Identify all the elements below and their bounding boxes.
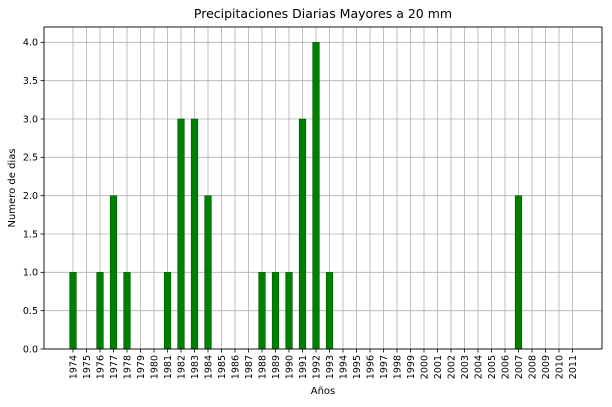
x-tick-label: 1996 — [366, 355, 377, 379]
y-tick-label: 1.5 — [23, 229, 38, 240]
x-tick-label: 1981 — [163, 355, 174, 379]
y-tick-label: 3.5 — [23, 76, 38, 87]
bar-1990 — [285, 272, 293, 350]
bar-1974 — [69, 272, 77, 350]
x-tick-label: 2011 — [568, 355, 579, 379]
x-tick-labels: 1974 1975 1976 1977 1978 1979 1980 1981 1982 1983… — [69, 355, 580, 379]
x-tick-label: 1975 — [82, 355, 93, 379]
y-tick-label: 1.0 — [23, 268, 38, 279]
x-tick-label: 1978 — [123, 355, 134, 379]
x-tick-label: 1977 — [109, 355, 120, 379]
x-tick-label: 1997 — [379, 355, 390, 379]
bar-1977 — [109, 195, 118, 350]
x-tick-label: 2002 — [447, 355, 458, 379]
x-tick-label: 1993 — [325, 355, 336, 379]
x-tick-label: 1986 — [231, 355, 242, 379]
x-tick-label: 1990 — [285, 355, 296, 379]
x-tick-label: 1974 — [69, 355, 80, 379]
x-tick-label: 1995 — [352, 355, 363, 379]
y-tick-label: 0.5 — [23, 306, 38, 317]
y-tick-labels: 0.0 0.5 1.0 1.5 2.0 2.5 3.0 3.5 4.0 — [23, 38, 38, 356]
x-tick-label: 2010 — [555, 355, 566, 379]
x-tick-label: 2007 — [514, 355, 525, 379]
bar-1978 — [123, 272, 131, 350]
x-tick-label: 1991 — [298, 355, 309, 379]
bar-1992 — [312, 42, 320, 350]
y-tick-label: 2.0 — [23, 191, 38, 202]
x-tick-label: 2003 — [460, 355, 471, 379]
x-tick-label: 1979 — [136, 355, 147, 379]
bar-1982 — [177, 118, 185, 350]
bar-1989 — [271, 272, 280, 350]
bar-1981 — [163, 272, 172, 350]
x-tick-label: 2001 — [433, 355, 444, 379]
bar-2007 — [514, 195, 523, 350]
x-tick-label: 2000 — [420, 355, 431, 379]
x-tick-label: 2006 — [501, 355, 512, 379]
x-tick-label: 1982 — [177, 355, 188, 379]
x-tick-label: 1976 — [96, 355, 107, 379]
x-axis-label: Años — [311, 386, 336, 397]
y-tick-label: 0.0 — [23, 344, 38, 355]
x-tick-label: 1998 — [393, 355, 404, 379]
y-tick-label: 2.5 — [23, 153, 38, 164]
x-tick-label: 2004 — [474, 355, 485, 379]
x-tick-label: 1984 — [204, 355, 215, 379]
x-tick-label: 1994 — [339, 355, 350, 379]
bar-1976 — [96, 272, 104, 350]
axes-frame — [40, 26, 603, 353]
x-tick-label: 2008 — [528, 355, 539, 379]
bar-1984 — [204, 195, 212, 350]
y-tick-label: 3.0 — [23, 114, 38, 125]
x-tick-label: 2009 — [541, 355, 552, 379]
y-axis-label: Numero de dias — [7, 148, 18, 227]
x-tick-label: 1988 — [258, 355, 269, 379]
x-tick-label: 1987 — [244, 355, 255, 379]
x-tick-label: 1980 — [150, 355, 161, 379]
y-tick-label: 4.0 — [23, 38, 38, 49]
x-tick-label: 1989 — [271, 355, 282, 379]
bar-1991 — [298, 118, 307, 350]
x-tick-label: 1999 — [406, 355, 417, 379]
x-tick-label: 1985 — [217, 355, 228, 379]
x-tick-label: 1983 — [190, 355, 201, 379]
bar-1983 — [190, 118, 199, 350]
chart-title: Precipitaciones Diarias Mayores a 20 mm — [194, 6, 452, 21]
x-tick-label: 1992 — [312, 355, 323, 379]
plot-frame — [43, 26, 603, 350]
x-tick-label: 2005 — [487, 355, 498, 379]
bar-1993 — [325, 272, 334, 350]
bar-1988 — [258, 272, 266, 350]
